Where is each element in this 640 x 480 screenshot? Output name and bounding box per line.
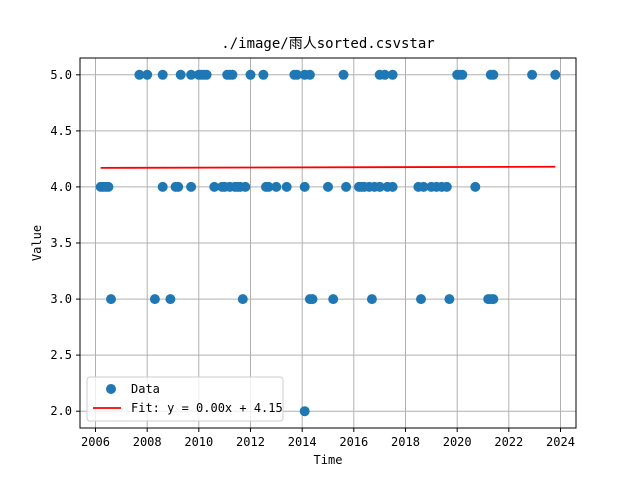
data-point [157,181,168,192]
legend-box [86,376,284,422]
data-point [209,181,220,192]
data-point [307,294,318,305]
data-point [149,294,160,305]
x-tick-label: 2008 [133,435,162,449]
y-tick-label: 5.0 [50,68,72,82]
legend-data-marker [106,384,116,394]
y-tick-label: 3.5 [50,236,72,250]
data-point [134,69,145,80]
data-point [457,69,468,80]
y-axis-ticks: 2.0 2.5 3.0 3.5 4.0 4.5 5.0 [50,68,80,418]
y-tick-label: 4.5 [50,124,72,138]
fit-line [100,165,556,169]
data-point [186,69,197,80]
x-tick-label: 2014 [288,435,317,449]
data-point [175,69,186,80]
y-axis-label: Value [30,225,44,261]
x-tick-label: 2024 [546,435,575,449]
data-point [416,294,426,305]
y-tick-label: 4.0 [50,180,72,194]
data-point [237,294,248,305]
data-point [299,406,310,417]
data-point [441,181,452,192]
legend: Data Fit: y = 0.00x + 4.15 [86,376,284,422]
data-point [103,181,114,192]
data-point [165,294,176,305]
x-tick-label: 2010 [184,435,213,449]
data-point [281,181,292,192]
data-point [227,69,238,80]
data-point [550,69,561,80]
data-point [245,69,256,80]
x-tick-label: 2006 [81,435,110,449]
legend-fit-label: Fit: y = 0.00x + 4.15 [131,401,283,415]
data-point [323,181,333,192]
data-point [201,69,212,80]
data-point [374,181,385,192]
data-point [106,294,116,305]
data-point [379,69,390,80]
data-point [470,181,481,192]
data-point [142,69,153,80]
data-point [258,69,269,80]
x-axis-label: Time [314,453,343,467]
legend-data-label: Data [131,382,160,396]
x-tick-label: 2020 [443,435,472,449]
data-point [263,181,274,192]
data-point [341,181,352,192]
x-tick-label: 2016 [339,435,368,449]
y-tick-label: 2.5 [50,348,72,362]
data-point [328,294,339,305]
data-point [299,181,310,192]
chart-title: ./image/雨人sorted.csvstar [221,36,434,52]
data-point [173,181,184,192]
x-tick-label: 2018 [391,435,420,449]
data-point [304,69,315,80]
x-tick-label: 2022 [494,435,523,449]
data-points [95,69,561,417]
data-point [157,69,168,80]
data-point [387,69,398,80]
y-tick-label: 2.0 [50,404,72,418]
data-point [240,181,251,192]
data-point [488,294,499,305]
data-point [366,294,377,305]
data-point [186,181,197,192]
data-point [488,69,499,80]
x-tick-label: 2012 [236,435,265,449]
data-point [418,181,429,192]
data-point [292,69,302,80]
y-tick-label: 3.0 [50,292,72,306]
data-point [338,69,349,80]
fit-line-layer [100,165,556,169]
data-point [271,181,282,192]
data-point [387,181,398,192]
data-point [444,294,455,305]
data-point [527,69,538,80]
x-axis-ticks: 2006 2008 2010 2012 2014 2016 2018 2020 2022 2024 [81,428,575,449]
